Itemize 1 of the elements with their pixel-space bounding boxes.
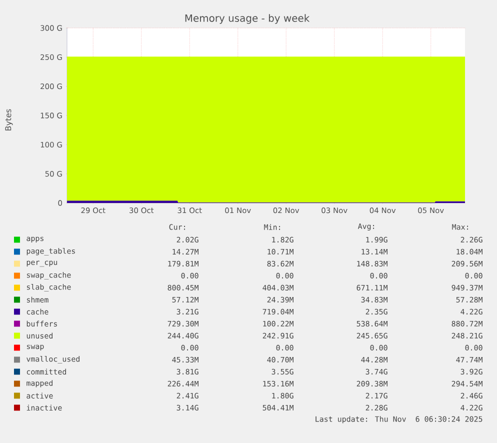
chart-title: Memory usage - by week	[185, 14, 310, 24]
